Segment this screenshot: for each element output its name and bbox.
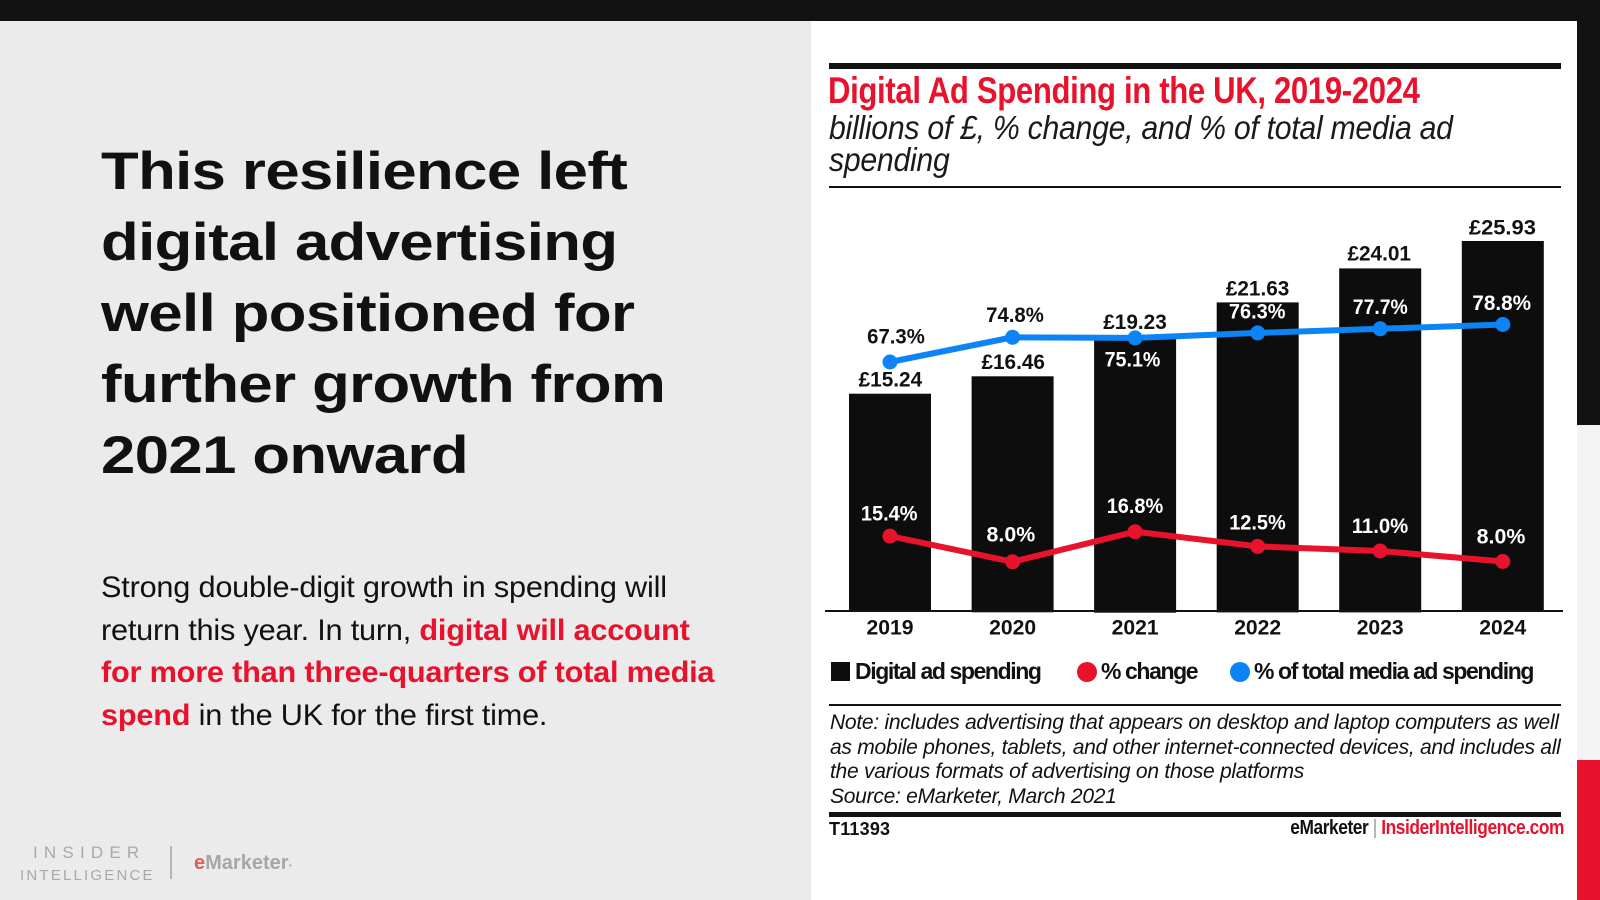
svg-text:£15.24: £15.24 [859,368,923,392]
svg-text:£19.23: £19.23 [1103,310,1167,334]
svg-text:76.3%: 76.3% [1229,299,1286,323]
svg-text:£24.01: £24.01 [1347,242,1411,266]
svg-text:78.8%: 78.8% [1472,291,1531,315]
svg-text:67.3%: 67.3% [867,325,925,349]
svg-text:11.0%: 11.0% [1352,514,1409,538]
svg-text:2023: 2023 [1357,616,1404,640]
svg-text:2020: 2020 [989,616,1036,640]
svg-text:8.0%: 8.0% [987,522,1036,546]
svg-text:77.7%: 77.7% [1353,295,1408,319]
svg-text:15.4%: 15.4% [861,502,918,526]
svg-text:£25.93: £25.93 [1469,216,1536,240]
svg-text:12.5%: 12.5% [1229,511,1286,535]
svg-text:2024: 2024 [1479,616,1526,640]
svg-text:2022: 2022 [1234,616,1281,640]
svg-text:2021: 2021 [1112,616,1159,640]
svg-text:£16.46: £16.46 [981,350,1045,374]
svg-text:74.8%: 74.8% [986,303,1044,327]
svg-text:8.0%: 8.0% [1477,524,1526,548]
svg-text:£21.63: £21.63 [1226,277,1290,301]
svg-text:2019: 2019 [867,616,914,640]
svg-text:16.8%: 16.8% [1107,494,1164,518]
svg-text:75.1%: 75.1% [1105,348,1161,372]
